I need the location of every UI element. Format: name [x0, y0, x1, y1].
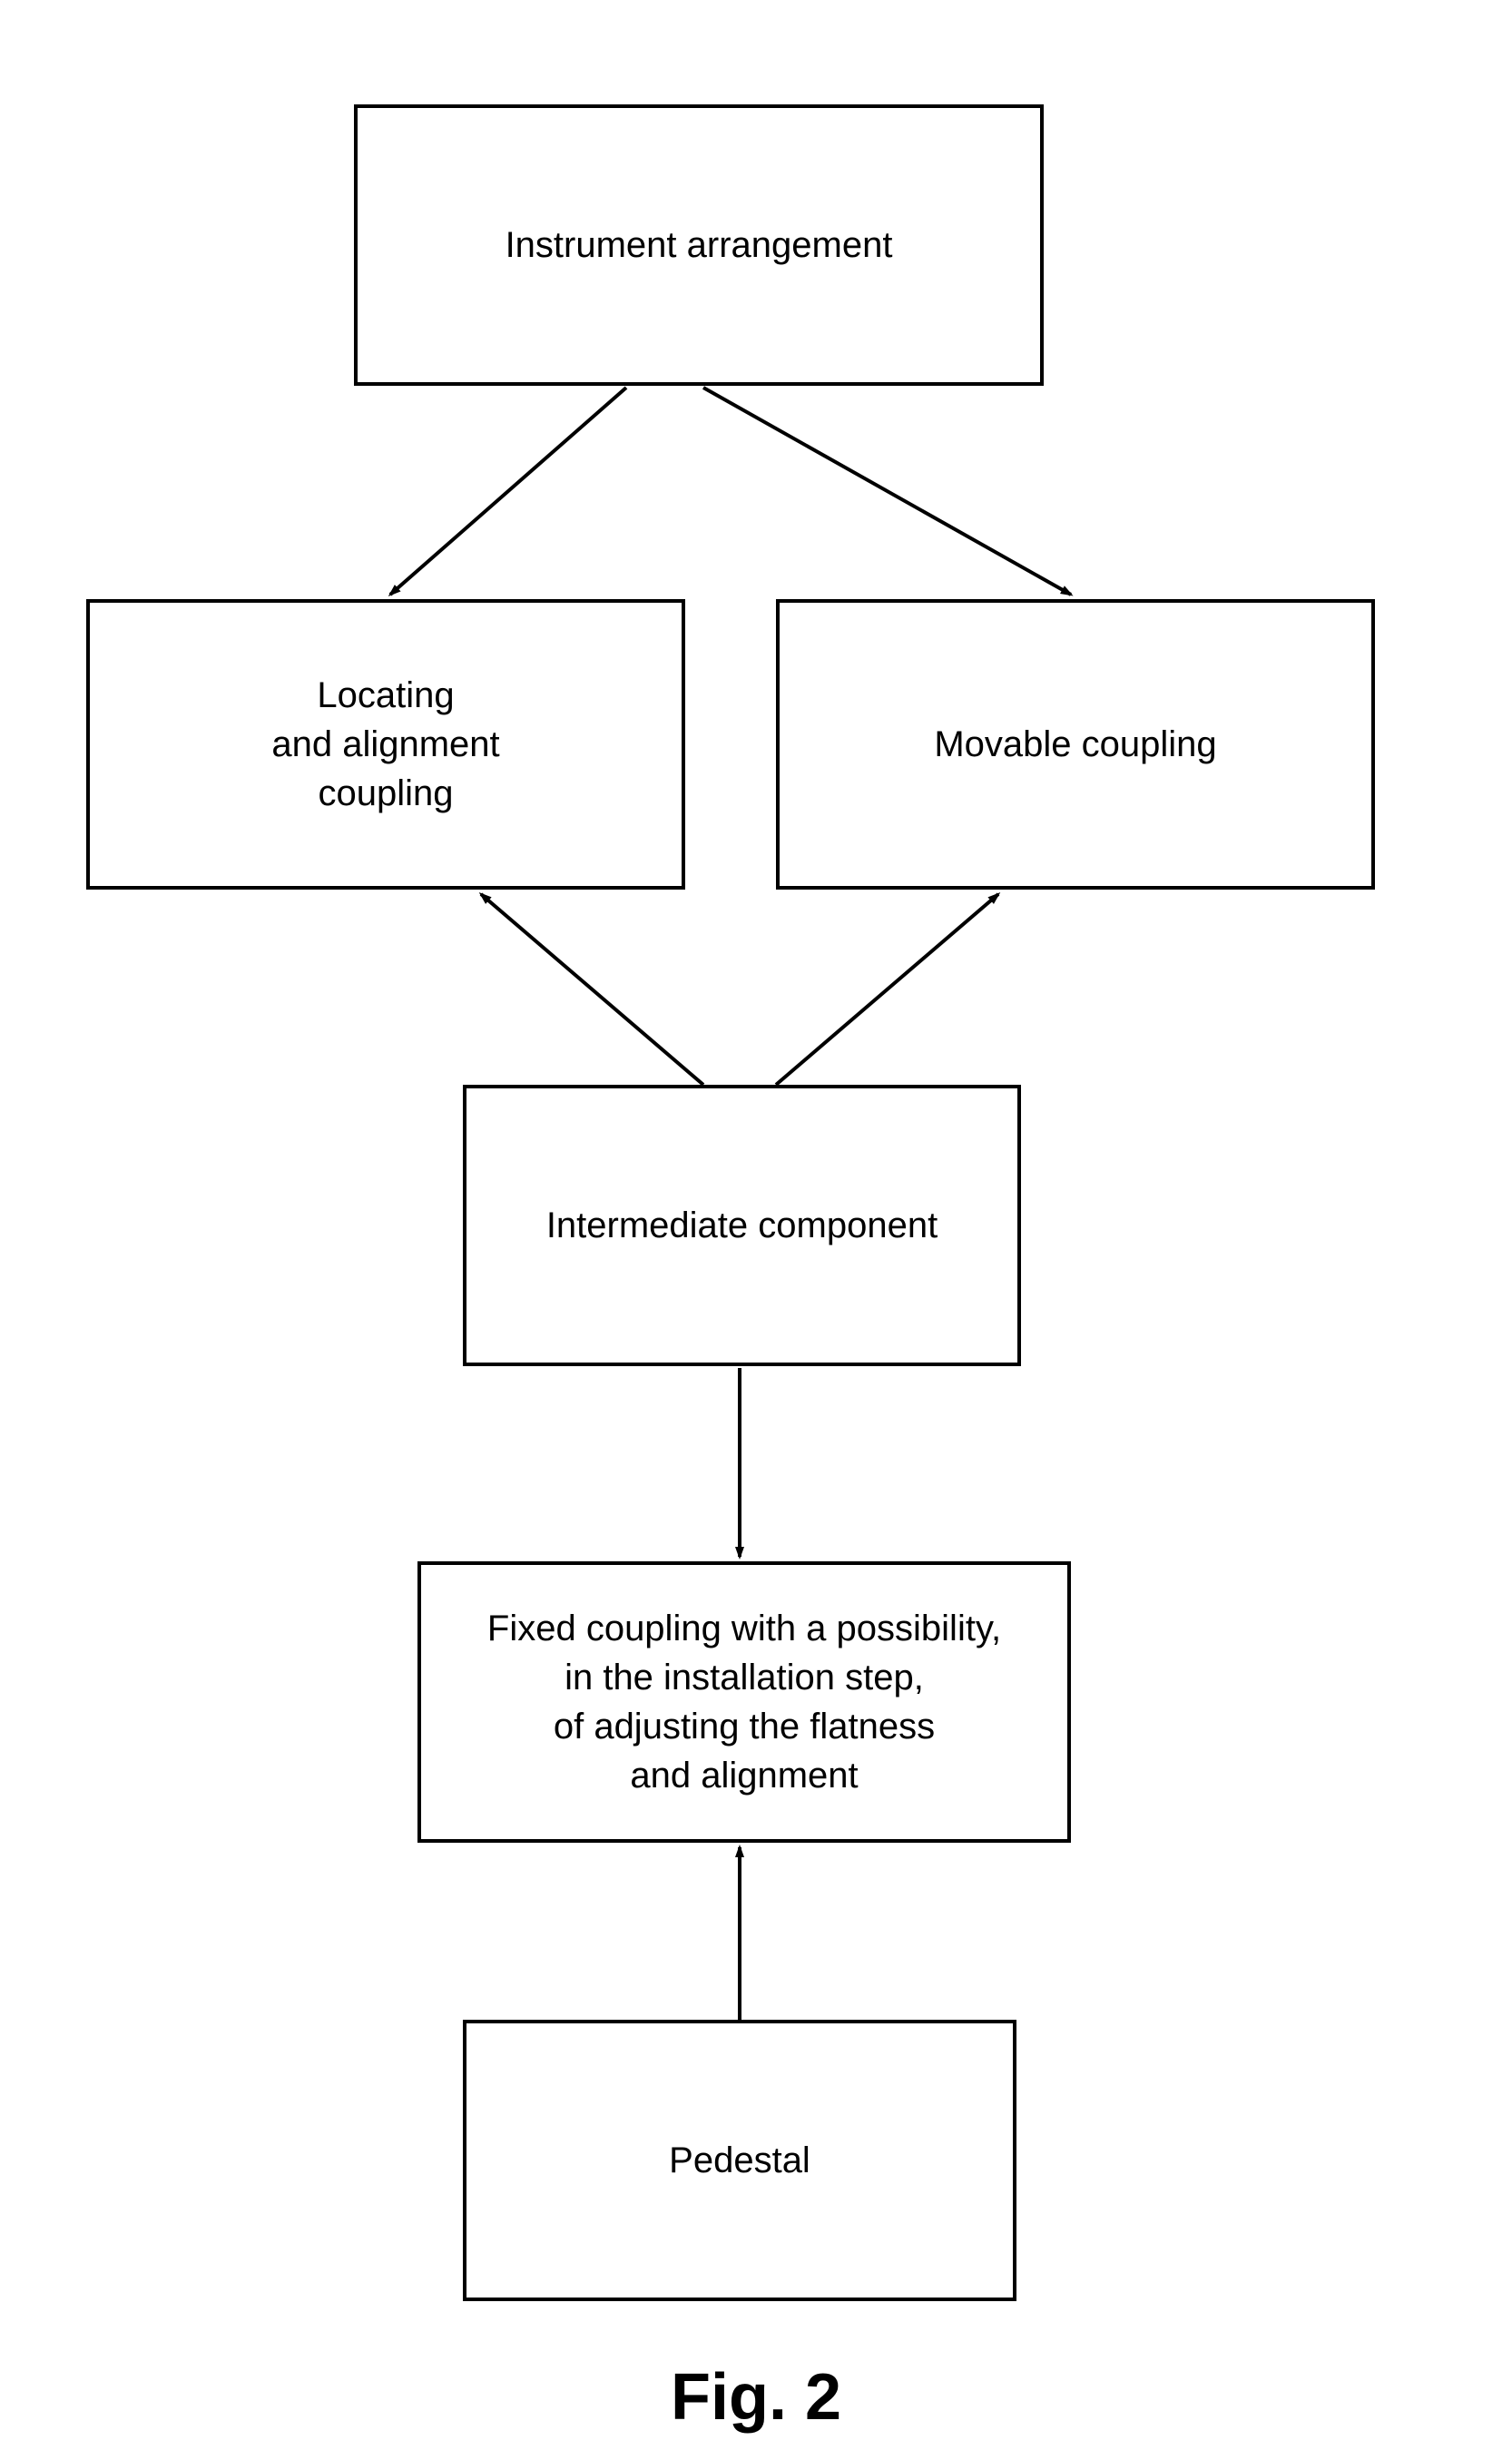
edge-intermediate-movable — [776, 894, 998, 1085]
node-label-pedestal: Pedestal — [669, 2136, 810, 2185]
node-fixed: Fixed coupling with a possibility,in the… — [417, 1561, 1071, 1843]
diagram-container: Instrument arrangement Locatingand alignm… — [0, 0, 1512, 2460]
node-label-movable: Movable coupling — [934, 720, 1216, 769]
edge-intermediate-locating — [481, 894, 703, 1085]
node-label-intermediate: Intermediate component — [546, 1201, 938, 1250]
edge-instrument-movable — [703, 388, 1071, 595]
node-instrument: Instrument arrangement — [354, 104, 1044, 386]
node-label-instrument: Instrument arrangement — [506, 221, 893, 270]
node-label-locating: Locatingand alignmentcoupling — [271, 671, 499, 818]
figure-label: Fig. 2 — [671, 2360, 841, 2435]
node-intermediate: Intermediate component — [463, 1085, 1021, 1366]
node-movable: Movable coupling — [776, 599, 1375, 890]
node-locating: Locatingand alignmentcoupling — [86, 599, 685, 890]
node-pedestal: Pedestal — [463, 2020, 1016, 2301]
node-label-fixed: Fixed coupling with a possibility,in the… — [487, 1604, 1001, 1800]
edge-instrument-locating — [390, 388, 626, 595]
